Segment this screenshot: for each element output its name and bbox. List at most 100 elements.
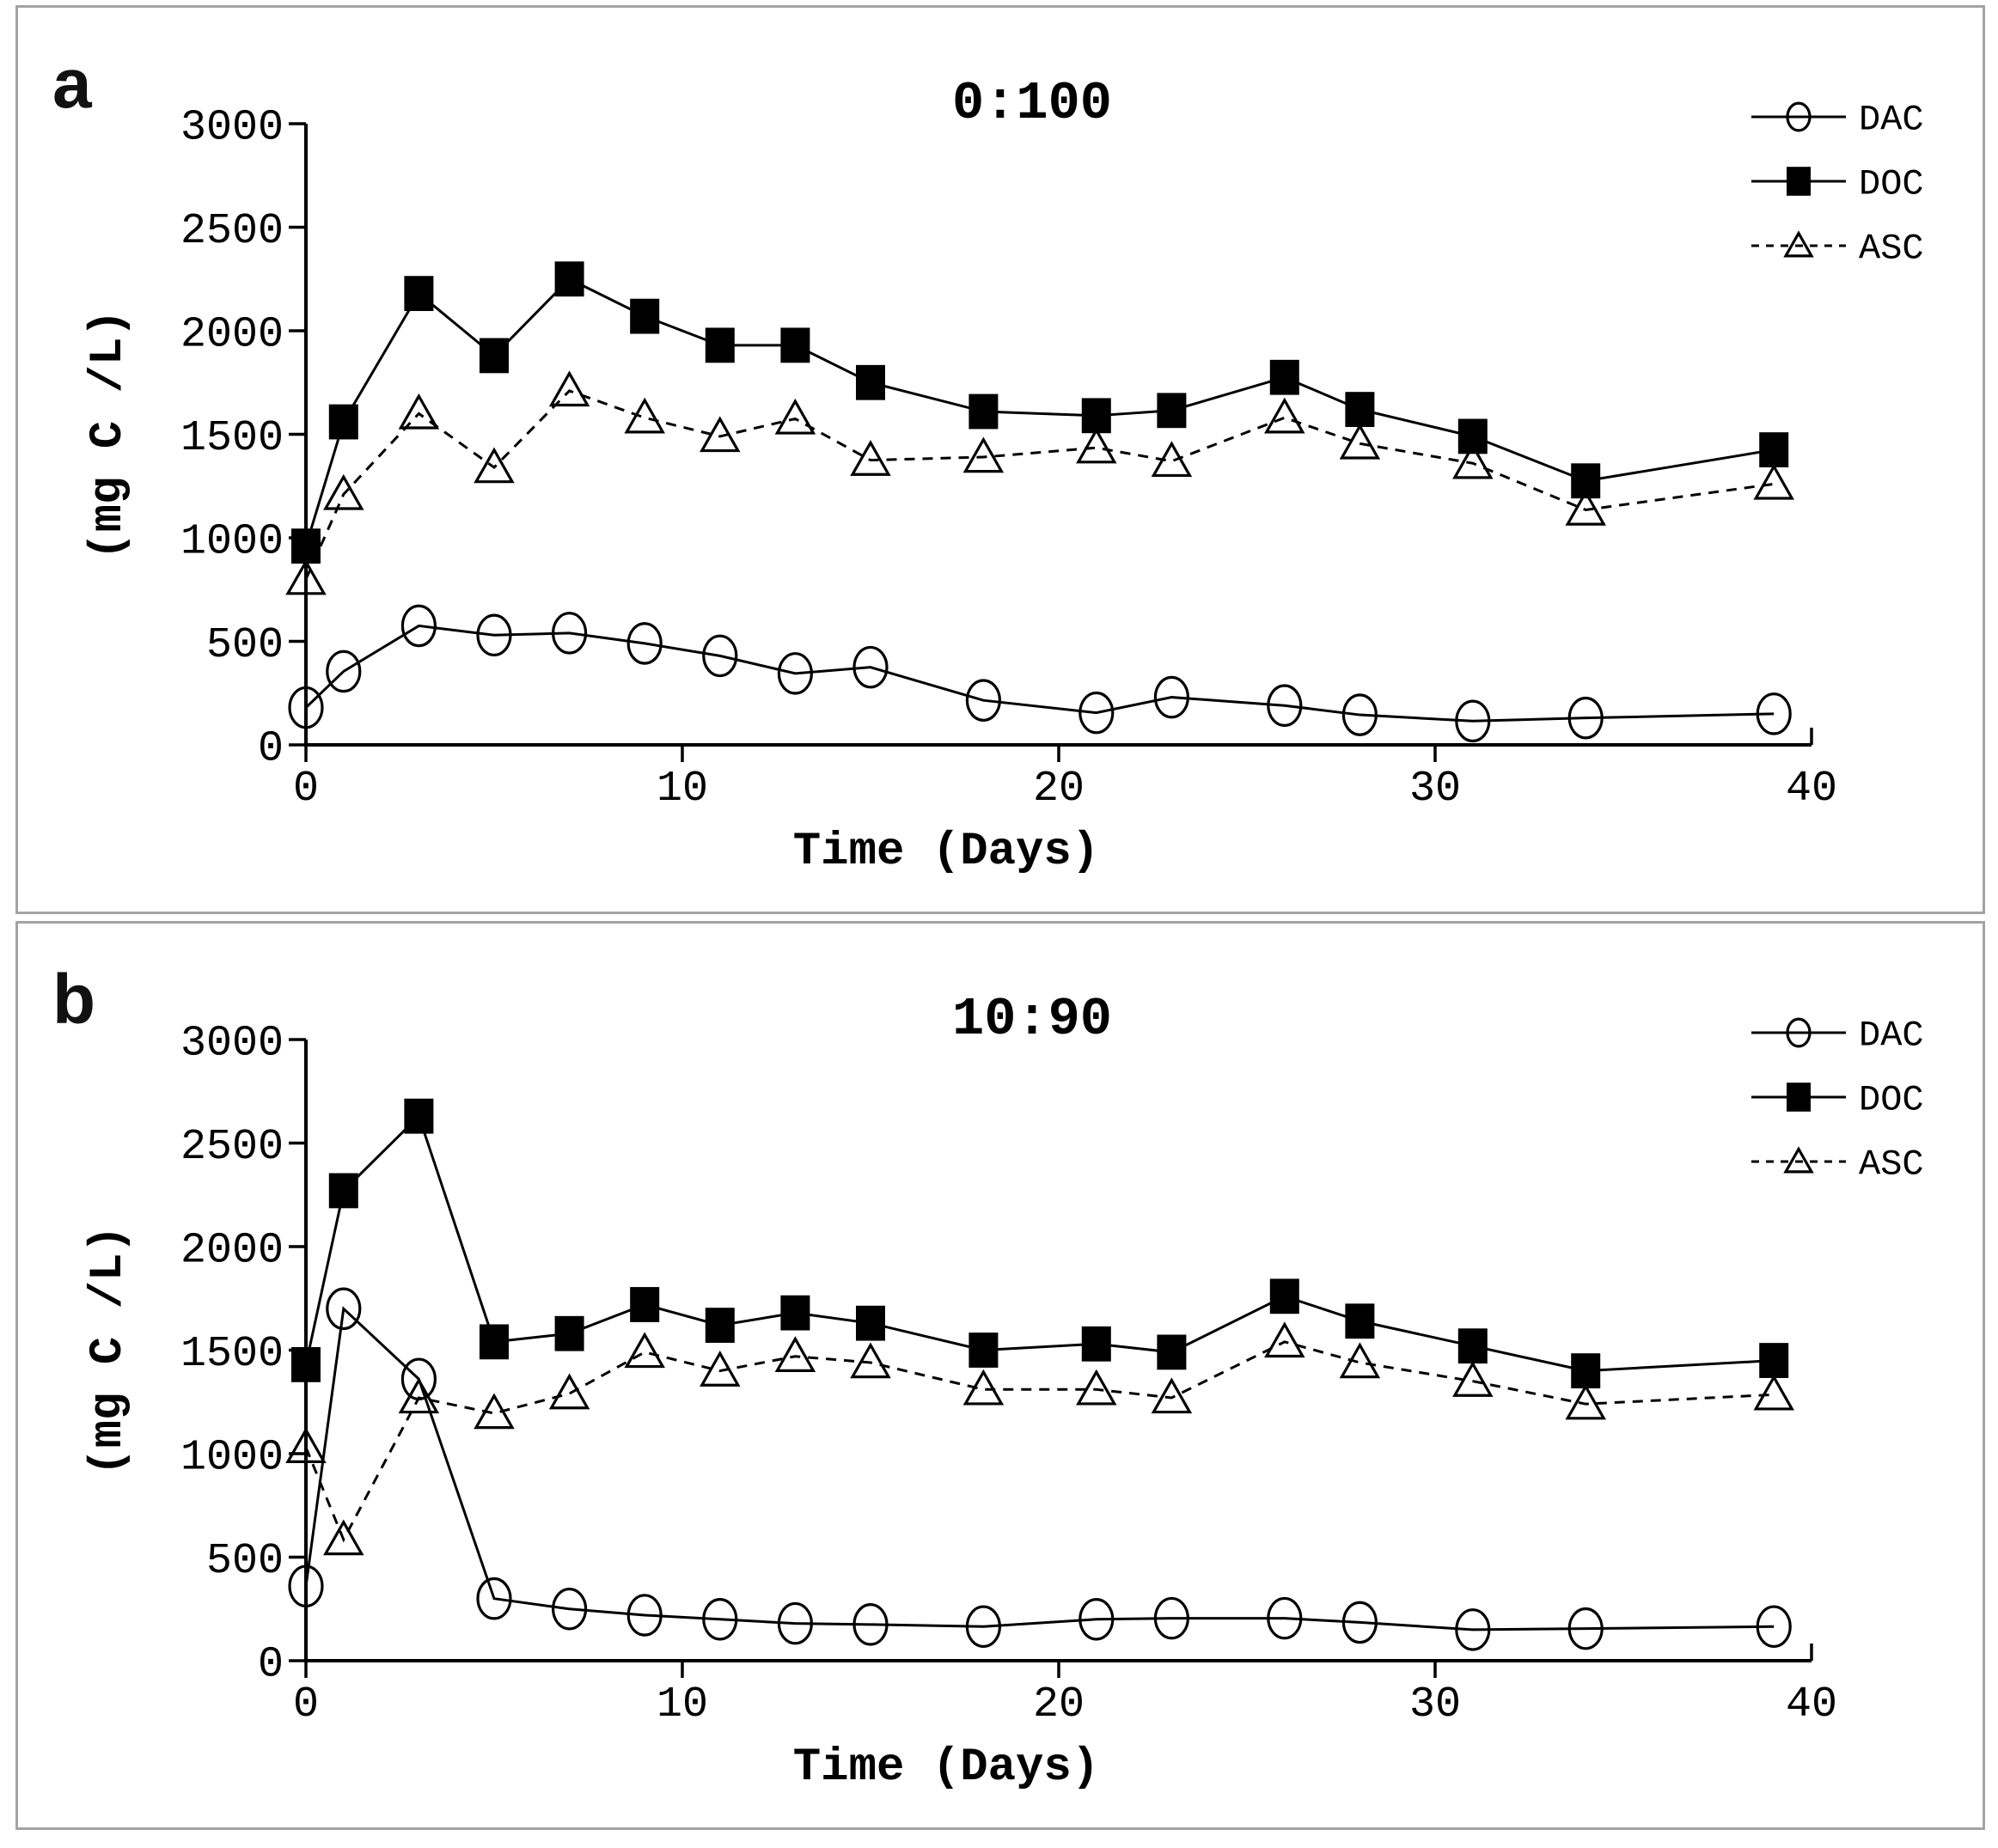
series-DOC-marker: [1157, 1334, 1187, 1370]
series-DOC-marker: [480, 338, 509, 374]
x-tick-label: 10: [657, 765, 708, 814]
legend-DAC-symbol: [1786, 101, 1812, 132]
legend-DOC-label: DOC: [1859, 164, 1924, 205]
series-DOC-marker: [1759, 1343, 1789, 1378]
series-DAC-marker: [1153, 675, 1190, 719]
series-ASC-marker: [1076, 1369, 1117, 1406]
series-DOC-marker: [1081, 398, 1111, 434]
x-tick-label: 30: [1409, 765, 1461, 814]
series-DAC-marker: [551, 612, 588, 655]
series-DOC-marker: [480, 1324, 509, 1360]
series-ASC-marker: [1565, 489, 1606, 526]
series-DOC-marker: [1457, 1328, 1488, 1364]
series-DAC-marker: [326, 1287, 362, 1331]
series-DAC-marker: [626, 1594, 663, 1637]
series-DOC-marker: [1345, 1303, 1375, 1339]
x-tick-label: 30: [1409, 1680, 1461, 1729]
series-DOC-marker: [404, 1098, 434, 1134]
series-DAC-marker: [702, 634, 738, 678]
chart-panel-a: 0 500 1000 1500 2000 2500 3000 0 10 20 30 40 Time (D…: [82, 73, 1924, 878]
series-DAC-marker: [1756, 1605, 1792, 1649]
series-DAC-marker: [1756, 692, 1792, 735]
series-DOC-marker: [1457, 418, 1488, 454]
series-DOC-line: [304, 1113, 1775, 1373]
series-DOC-marker: [780, 1295, 810, 1331]
series-DOC-marker: [328, 404, 358, 440]
x-tick-label: 10: [657, 1680, 708, 1729]
series-DAC-marker: [1567, 1607, 1604, 1650]
x-tick-label: 0: [293, 1680, 319, 1729]
series-ASC-marker: [1339, 1342, 1381, 1379]
y-tick-label: 2500: [180, 207, 284, 256]
series-DAC-marker: [551, 1587, 588, 1631]
series-ASC-marker: [850, 440, 891, 476]
series-DOC-marker: [554, 1315, 584, 1351]
y-tick-label: 0: [258, 725, 284, 774]
series-DAC-marker: [852, 645, 889, 689]
series-ASC-marker: [285, 558, 327, 595]
y-tick-label: 1500: [180, 414, 284, 463]
series-DOC-line: [304, 277, 1775, 547]
series-ASC-marker: [474, 1393, 515, 1430]
series-DAC-line: [304, 1306, 1775, 1631]
legend-DOC-symbol: [1787, 1083, 1811, 1112]
panel-letter-b: b: [52, 961, 96, 1039]
x-axis-title: Time (Days): [793, 826, 1099, 878]
series-DOC-marker: [705, 327, 735, 363]
legend-DAC-symbol: [1786, 1017, 1812, 1048]
series-ASC-marker: [323, 1519, 364, 1556]
series-DAC-marker: [1267, 684, 1303, 727]
series-DOC-marker: [780, 327, 810, 363]
series-ASC-marker: [962, 1369, 1005, 1406]
series-DOC-marker: [968, 1333, 999, 1368]
y-tick-label: 0: [258, 1641, 284, 1690]
series-DOC-marker: [630, 298, 660, 334]
chart-panel-b: 0 500 1000 1500 2000 2500 3000 0 10 20 30 40 Time (D…: [82, 989, 1924, 1794]
series-ASC-marker: [1452, 442, 1494, 479]
series-DAC-marker: [1455, 1608, 1491, 1651]
series-DAC-marker: [1078, 1598, 1115, 1641]
y-tick-label: 500: [206, 1537, 284, 1586]
legend-ASC-symbol: [1783, 1146, 1814, 1174]
series-DAC-marker: [777, 1601, 814, 1645]
series-DAC-marker: [326, 650, 362, 693]
series-DAC-marker: [965, 679, 1002, 722]
series-ASC-marker: [774, 1336, 816, 1372]
legend-DOC-label: DOC: [1859, 1080, 1924, 1121]
series-DAC-marker: [777, 652, 814, 695]
series-DAC-marker: [476, 1577, 512, 1620]
series-DAC-marker: [626, 622, 663, 665]
series-DAC-line: [304, 624, 1775, 723]
y-tick-label: 1500: [180, 1330, 284, 1379]
series-DOC-marker: [1269, 1278, 1299, 1314]
series-DAC-marker: [476, 613, 512, 657]
y-tick-label: 2500: [180, 1123, 284, 1172]
series-DAC-marker: [1078, 691, 1115, 735]
panel-b: b 0 500 1000 1500 2000 2500 3000 0 10 20 30 40 Time …: [15, 921, 1985, 1830]
series-DOC-marker: [1345, 392, 1375, 427]
series-ASC-marker: [1753, 463, 1794, 500]
legend-ASC-label: ASC: [1859, 229, 1924, 270]
x-tick-label: 40: [1786, 765, 1837, 814]
series-ASC-marker: [548, 1373, 590, 1410]
series-DOC-marker: [1081, 1326, 1111, 1362]
series-DOC-marker: [856, 364, 885, 400]
series-DOC-marker: [1157, 393, 1187, 429]
series-DOC-marker: [291, 1346, 321, 1382]
y-tick-label: 3000: [180, 1020, 284, 1069]
series-ASC-marker: [1753, 1374, 1794, 1411]
y-tick-label: 2000: [180, 1227, 284, 1276]
series-ASC-marker: [285, 1427, 327, 1464]
legend-DAC-label: DAC: [1859, 100, 1924, 141]
y-axis-title: (mg C /L): [82, 1225, 135, 1476]
series-DAC-marker: [1455, 699, 1491, 743]
series-DOC-marker: [630, 1287, 660, 1322]
series-ASC-marker: [548, 370, 590, 407]
series-ASC-line: [304, 1340, 1775, 1543]
panel-letter-a: a: [52, 45, 92, 123]
series-DAC-marker: [1341, 693, 1378, 736]
chart-title: 0:100: [952, 73, 1112, 134]
series-DOC-marker: [856, 1305, 885, 1341]
series-DOC-marker: [1759, 432, 1789, 467]
y-tick-label: 1000: [180, 518, 284, 567]
